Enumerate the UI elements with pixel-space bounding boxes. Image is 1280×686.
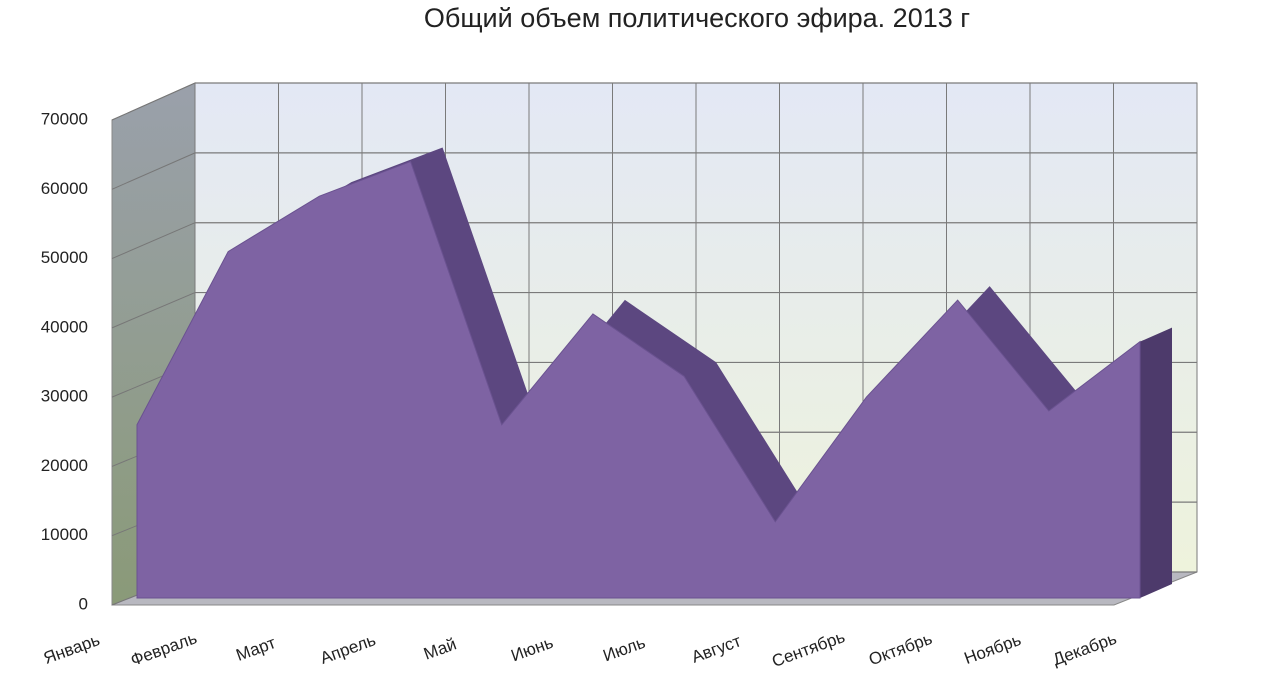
x-tick-label: Декабрь bbox=[1050, 629, 1119, 670]
y-tick-label: 30000 bbox=[41, 387, 88, 406]
x-tick-label: Март bbox=[233, 633, 278, 665]
x-tick-label: Май bbox=[421, 634, 459, 663]
side-grid-line bbox=[111, 82, 196, 121]
side-grid-line bbox=[111, 222, 196, 260]
y-tick-label: 70000 bbox=[41, 109, 88, 128]
plot bbox=[136, 147, 1172, 599]
x-tick-label: Июль bbox=[601, 633, 648, 666]
x-tick-label: Февраль bbox=[128, 628, 200, 670]
side-grid-line bbox=[111, 152, 196, 190]
area bbox=[136, 160, 1141, 599]
y-tick-label: 50000 bbox=[41, 248, 88, 267]
x-tick-label: Ноябрь bbox=[962, 630, 1024, 668]
y-tick-label: 60000 bbox=[41, 179, 88, 198]
x-tick-label: Сентябрь bbox=[769, 627, 847, 671]
y-tick-label: 40000 bbox=[41, 317, 88, 336]
chart-title: Общий объем политического эфира. 2013 г bbox=[424, 3, 970, 33]
x-tick-label: Август bbox=[689, 631, 744, 666]
x-tick-label: Октябрь bbox=[866, 629, 935, 669]
x-tick-label: Январь bbox=[41, 630, 102, 668]
y-tick-label: 0 bbox=[79, 594, 88, 613]
y-tick-label: 20000 bbox=[41, 456, 88, 475]
side-grid-line bbox=[111, 292, 196, 329]
area-end bbox=[1140, 327, 1172, 598]
x-tick-label: Апрель bbox=[318, 630, 379, 668]
x-tick-label: Июнь bbox=[509, 633, 556, 666]
y-tick-label: 10000 bbox=[41, 525, 88, 544]
